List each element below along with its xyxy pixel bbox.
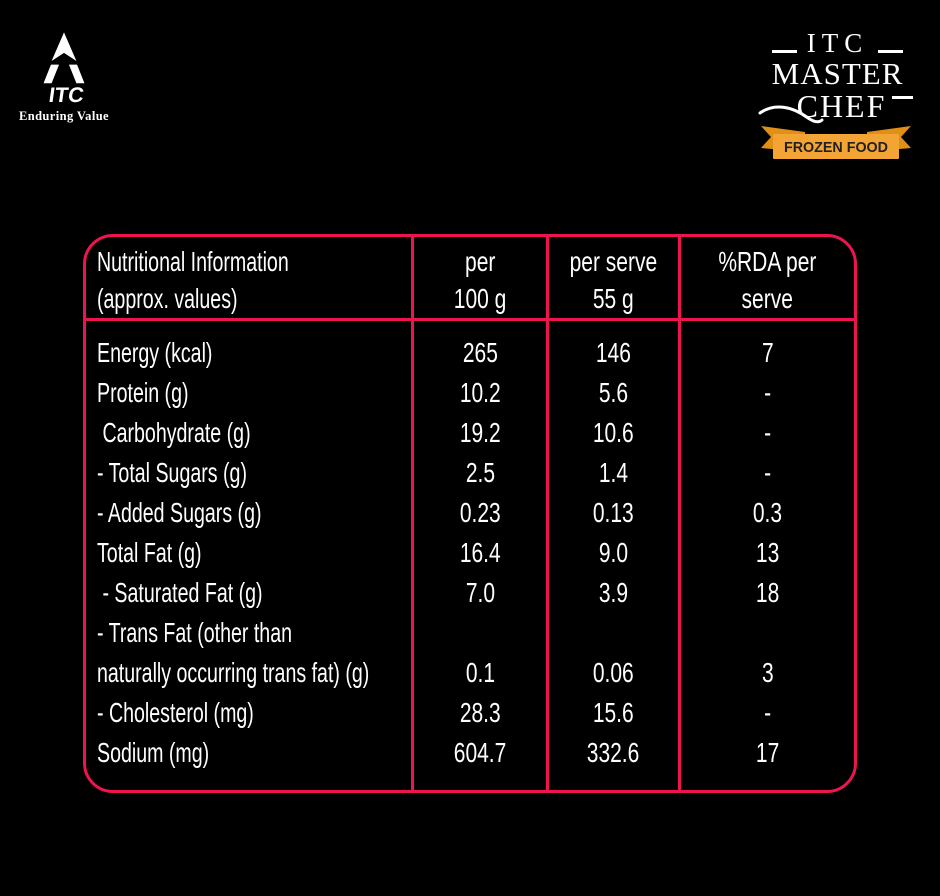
nutrient-label: Energy (kcal) — [97, 337, 213, 368]
rda-value: - — [763, 377, 771, 408]
per-100g-value: 2.5 — [465, 457, 495, 488]
per-serve-value: 3.9 — [598, 577, 629, 608]
rda-value: 13 — [755, 537, 780, 568]
rda-value: 17 — [755, 737, 780, 768]
per-100g-value: 19.2 — [459, 417, 501, 448]
nutrient-label: Sodium (mg) — [97, 737, 210, 768]
column-rda-per-serve: 7 - - - 0.3 13 18 3 - 17 — [678, 321, 854, 790]
header-col3-line1: per serve — [569, 246, 658, 277]
rda-value: - — [763, 457, 771, 488]
master-chef-chef-text: CHEF — [796, 88, 887, 124]
nutrient-label: - Total Sugars (g) — [97, 457, 247, 488]
nutrient-label: - Added Sugars (g) — [97, 497, 262, 528]
per-100g-value: 10.2 — [459, 377, 501, 408]
itc-left-stroke — [43, 64, 60, 84]
master-chef-master-text: MASTER — [771, 56, 904, 91]
itc-right-stroke — [68, 64, 85, 84]
nutrition-table: Nutritional Information (approx. values)… — [83, 234, 857, 793]
chef-swash-icon — [758, 105, 824, 124]
per-100g-value: 0.1 — [465, 657, 495, 688]
header-col2-line1: per — [464, 246, 496, 277]
per-serve-value: 10.6 — [593, 417, 634, 448]
nutrient-label: naturally occurring trans fat) (g) — [97, 657, 370, 688]
nutrient-label: Protein (g) — [97, 377, 189, 408]
per-100g-value: 28.3 — [459, 697, 501, 728]
itc-triangle-icon: ITC — [43, 32, 85, 106]
nutrition-table-header: Nutritional Information (approx. values)… — [86, 237, 854, 321]
column-nutrient-labels: Energy (kcal) Protein (g) Carbohydrate (… — [86, 321, 411, 790]
chef-right-dash-icon — [892, 96, 913, 99]
master-chef-logo: ITC MASTER CHEF FROZEN FOOD — [758, 28, 915, 161]
header-col3-line2: 55 g — [593, 283, 634, 314]
per-serve-value: 332.6 — [587, 737, 640, 768]
itc-letters-text: ITC — [47, 84, 85, 106]
header-col4-line2: serve — [741, 283, 794, 314]
nutrient-label: - Cholesterol (mg) — [97, 697, 254, 728]
rda-value: 18 — [755, 577, 780, 608]
column-per-100g: 265 10.2 19.2 2.5 0.23 16.4 7.0 0.1 28.3… — [411, 321, 546, 790]
per-serve-value: 1.4 — [598, 457, 629, 488]
per-serve-value: 0.13 — [593, 497, 634, 528]
master-chef-itc-line: ITC — [760, 28, 915, 58]
per-serve-value: 5.6 — [598, 377, 629, 408]
per-100g-value: 16.4 — [459, 537, 501, 568]
rda-value: - — [763, 417, 771, 448]
nutrient-label: - Saturated Fat (g) — [97, 577, 263, 608]
right-dash-icon — [878, 50, 904, 53]
header-col1-line2: (approx. values) — [97, 283, 238, 314]
rda-value: 7 — [761, 337, 774, 368]
header-per-100g: per 100 g — [411, 237, 546, 318]
per-100g-value: 604.7 — [453, 737, 507, 768]
per-serve-value: 9.0 — [598, 537, 629, 568]
ribbon-band — [773, 134, 899, 159]
rda-value: 3 — [761, 657, 774, 688]
itc-tagline: Enduring Value — [18, 109, 110, 123]
header-col2-line2: 100 g — [453, 283, 507, 314]
left-dash-icon — [771, 50, 797, 53]
per-100g-value: 0.23 — [459, 497, 501, 528]
nutrient-label: Carbohydrate (g) — [97, 417, 251, 448]
header-nutritional-information: Nutritional Information (approx. values) — [86, 237, 411, 318]
header-col1-line1: Nutritional Information — [97, 246, 289, 277]
per-serve-value: 146 — [595, 337, 632, 368]
frozen-food-ribbon: FROZEN FOOD — [761, 126, 911, 159]
master-chef-chef-line: CHEF — [758, 88, 915, 124]
rda-value: - — [763, 697, 771, 728]
nutrient-label: - Trans Fat (other than — [97, 617, 293, 648]
master-chef-itc-text: ITC — [806, 28, 869, 58]
header-per-serve: per serve 55 g — [546, 237, 678, 318]
frozen-food-text: FROZEN FOOD — [784, 139, 888, 156]
column-per-serve: 146 5.6 10.6 1.4 0.13 9.0 3.9 0.06 15.6 … — [546, 321, 678, 790]
itc-dart-shape — [51, 32, 77, 61]
header-col4-line1: %RDA per — [718, 246, 817, 277]
per-serve-value: 15.6 — [593, 697, 634, 728]
header-rda-per-serve: %RDA per serve — [678, 237, 854, 318]
per-100g-value: 7.0 — [465, 577, 495, 608]
nutrient-label: Total Fat (g) — [97, 537, 202, 568]
per-100g-value: 265 — [462, 337, 498, 368]
itc-logo: ITC Enduring Value — [16, 32, 112, 124]
nutrition-table-body: Energy (kcal) Protein (g) Carbohydrate (… — [86, 321, 854, 790]
rda-value: 0.3 — [752, 497, 783, 528]
per-serve-value: 0.06 — [593, 657, 634, 688]
